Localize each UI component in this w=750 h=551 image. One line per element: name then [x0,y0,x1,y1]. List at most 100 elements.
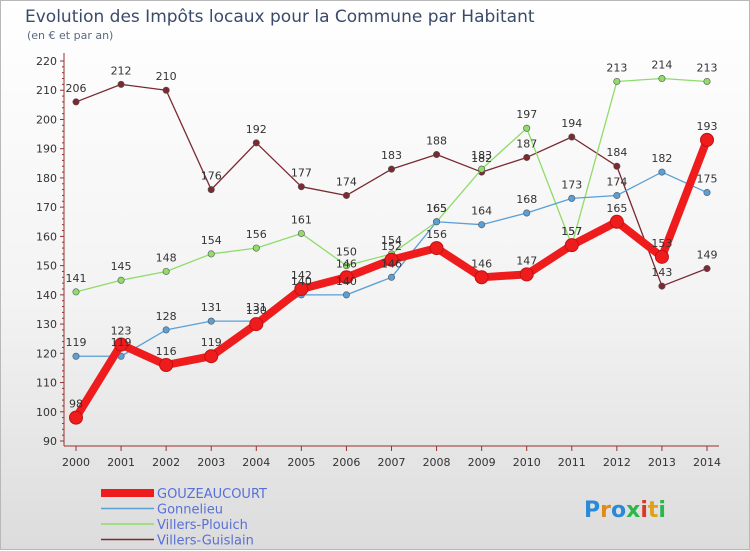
chart-subtitle: (en € et par an) [27,29,113,42]
proxiti-letter: r [600,498,611,523]
data-label-gouzeaucourt: 119 [201,336,222,349]
x-tick-label: 2009 [468,456,496,469]
data-label-gouzeaucourt: 157 [561,225,582,238]
x-tick-label: 2004 [242,456,270,469]
data-point-gouzeaucourt [384,252,399,267]
data-label-villers-guislain: 192 [246,123,267,136]
data-point-villers-guislain [297,183,305,191]
x-tick-label: 2003 [197,456,225,469]
data-point-gouzeaucourt [700,132,714,147]
legend-label-gouzeaucourt: GOUZEAUCOURT [157,487,267,502]
data-point-gouzeaucourt [159,358,174,372]
data-label-villers-guislain: 182 [471,152,492,165]
data-point-villers-plouich [162,267,170,275]
x-tick-label: 2007 [378,456,406,469]
data-label-gonnelieu: 140 [336,275,357,288]
proxiti-logo: Proxiti [584,498,666,523]
data-point-villers-plouich [703,77,711,85]
data-point-villers-plouich [523,124,531,132]
x-tick-label: 2010 [513,456,541,469]
proxiti-letter: o [611,498,626,523]
data-point-gonnelieu [523,209,531,217]
data-point-villers-guislain [72,98,80,106]
data-label-gonnelieu: 119 [66,336,87,349]
y-tick-label: 130 [36,318,57,331]
data-point-gonnelieu [703,189,711,197]
data-point-gouzeaucourt [474,270,489,285]
data-label-gonnelieu: 128 [156,310,177,323]
data-point-gouzeaucourt [339,270,354,285]
x-tick-label: 2006 [332,456,360,469]
y-tick-label: 220 [36,55,57,68]
data-label-gouzeaucourt: 142 [291,269,312,282]
data-label-gonnelieu: 182 [651,152,672,165]
chart-title: Evolution des Impôts locaux pour la Comm… [25,7,535,27]
y-tick-label: 110 [36,377,57,390]
y-tick-label: 160 [36,230,57,243]
x-tick-label: 2002 [152,456,180,469]
data-point-villers-plouich [342,262,350,270]
data-label-villers-plouich: 213 [697,61,718,74]
data-point-gouzeaucourt [204,349,219,364]
data-label-villers-plouich: 154 [381,234,402,247]
data-label-gouzeaucourt: 153 [651,237,672,250]
data-point-villers-plouich [613,77,621,85]
data-label-gonnelieu: 165 [426,202,447,215]
data-label-gouzeaucourt: 116 [156,345,177,358]
data-point-gonnelieu [387,273,395,281]
data-point-villers-guislain [613,162,621,170]
legend-label-gonnelieu: Gonnelieu [157,503,223,518]
data-point-villers-guislain [523,153,531,161]
x-tick-label: 2011 [558,456,586,469]
data-label-gouzeaucourt: 146 [336,257,357,270]
data-label-villers-plouich: 165 [426,202,447,215]
data-label-gonnelieu: 131 [246,301,267,314]
data-point-villers-plouich [297,229,305,237]
x-tick-label: 2000 [62,456,90,469]
axes: 90 100 110 120 130 140 150 160 170 180 190 200 210 22… [36,53,721,469]
data-label-gouzeaucourt: 147 [516,254,537,267]
data-point-gouzeaucourt [564,238,579,253]
data-label-gonnelieu: 174 [606,175,627,188]
data-label-villers-guislain: 206 [66,82,87,95]
legend: GOUZEAUCOURTGonnelieuVillers-PlouichVill… [101,487,267,549]
data-label-gouzeaucourt: 156 [426,228,447,241]
data-label-villers-plouich: 213 [606,61,627,74]
y-tick-label: 200 [36,113,57,126]
data-label-villers-guislain: 174 [336,175,357,188]
data-point-villers-guislain [568,133,576,141]
data-point-gouzeaucourt [294,282,309,296]
data-label-gonnelieu: 131 [201,301,222,314]
data-label-gonnelieu: 146 [381,257,402,270]
data-point-gonnelieu [658,168,666,176]
y-tick-label: 150 [36,260,57,273]
y-tick-label: 180 [36,172,57,185]
proxiti-letter: P [584,498,600,523]
data-label-villers-guislain: 177 [291,167,312,180]
data-label-gouzeaucourt: 193 [697,120,718,133]
data-label-villers-guislain: 187 [516,137,537,150]
x-tick-label: 2001 [107,456,135,469]
x-tick-label: 2005 [287,456,315,469]
data-point-villers-plouich [72,288,80,296]
data-label-villers-plouich: 145 [111,260,132,273]
y-tick-label: 100 [36,406,57,419]
data-point-villers-plouich [478,165,486,173]
data-label-villers-plouich: 156 [246,228,267,241]
y-tick-label: 90 [43,435,57,448]
data-label-villers-plouich: 161 [291,213,312,226]
data-label-villers-guislain: 184 [606,146,627,159]
series-layer [69,75,714,425]
x-tick-label: 2008 [423,456,451,469]
data-label-gonnelieu: 164 [471,205,492,218]
data-label-gonnelieu: 173 [561,178,582,191]
data-label-villers-plouich: 157 [561,225,582,238]
proxiti-wordmark: Proxiti [584,498,666,523]
data-point-gouzeaucourt [609,214,624,229]
y-tick-label: 170 [36,201,57,214]
data-point-gouzeaucourt [249,317,264,332]
data-label-villers-guislain: 183 [381,149,402,162]
data-point-villers-guislain [207,186,215,194]
